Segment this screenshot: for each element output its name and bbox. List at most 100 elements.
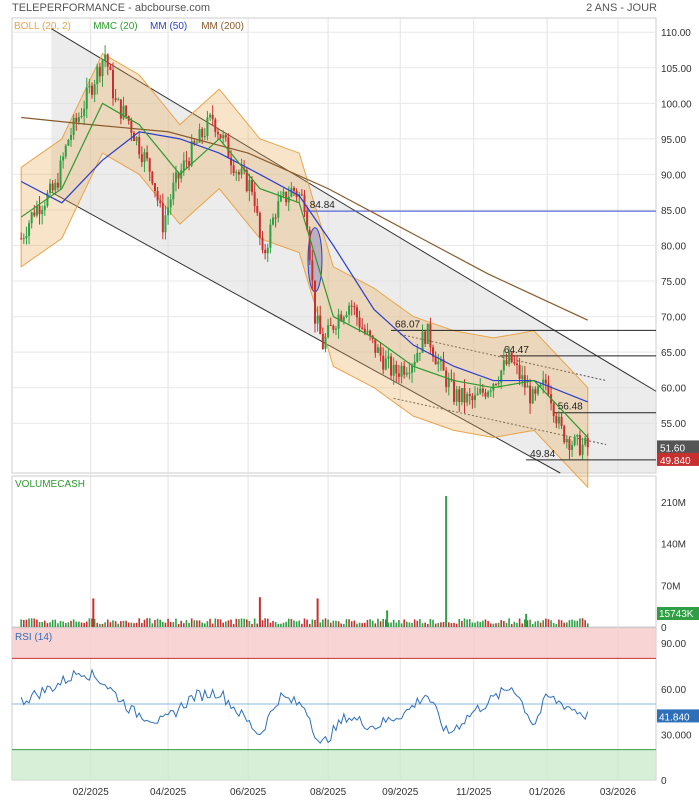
candle-body — [578, 435, 581, 455]
volume-bar — [146, 618, 148, 627]
volume-bar — [164, 622, 167, 627]
candle-body — [261, 237, 264, 250]
candle-body — [279, 195, 282, 202]
volume-bar — [545, 618, 547, 627]
volume-bar — [143, 619, 146, 627]
candle-body — [83, 108, 86, 117]
candle-body — [387, 356, 390, 359]
volume-bar — [576, 620, 579, 627]
volume-bar — [534, 621, 537, 627]
volume-bar — [117, 623, 120, 627]
volume-bar — [125, 620, 127, 627]
candle-body — [311, 260, 314, 281]
candle-body — [479, 388, 482, 394]
volume-bar — [350, 621, 353, 627]
candle-body — [148, 158, 151, 172]
volume-bar — [154, 620, 156, 627]
volume-bar — [322, 619, 324, 627]
volume-bar — [290, 618, 293, 627]
chart-title: TELEPERFORMANCE - abcbourse.com — [12, 2, 211, 14]
candle-body — [432, 347, 435, 357]
volume-bar — [175, 618, 177, 627]
volume-bar — [476, 621, 479, 627]
candle-body — [529, 385, 532, 404]
x-tick-label: 08/2025 — [310, 787, 347, 798]
candle-body — [114, 98, 117, 100]
volume-bar — [463, 618, 466, 627]
volume-bar — [193, 620, 196, 627]
last-close-label: 49.840 — [660, 456, 691, 467]
rsi-tick-label: 0 — [661, 776, 667, 787]
candle-body — [240, 168, 243, 175]
candle-body — [497, 382, 500, 385]
candle-body — [563, 426, 566, 443]
y-tick-label: 95.00 — [661, 135, 686, 146]
candle-body — [463, 388, 466, 403]
volume-bar — [413, 619, 416, 627]
volume-bar — [487, 620, 489, 627]
volume-bar — [568, 620, 571, 627]
candle-body — [77, 117, 80, 122]
x-tick-label: 11/2025 — [456, 787, 492, 798]
volume-bar — [232, 623, 235, 627]
candle-body — [51, 183, 54, 191]
candle-body — [526, 385, 529, 388]
candle-body — [534, 389, 537, 394]
volume-bar — [379, 621, 382, 627]
volume-bar — [450, 623, 453, 627]
volume-bar — [59, 621, 62, 627]
volume-bar — [429, 619, 432, 627]
candle-body — [560, 416, 563, 427]
volume-bar — [434, 623, 437, 627]
volume-bar — [130, 622, 133, 627]
candle-body — [471, 396, 474, 401]
volume-bar — [96, 622, 99, 627]
volume-bar — [190, 618, 193, 627]
volume-bar — [505, 622, 508, 627]
level-label: 64.47 — [504, 345, 529, 356]
candle-body — [460, 388, 463, 403]
volume-bar — [492, 623, 495, 627]
candle-body — [345, 314, 348, 318]
volume-bar — [104, 622, 106, 627]
candle-body — [384, 358, 387, 370]
volume-bar — [25, 619, 28, 627]
candle-body — [201, 129, 204, 137]
candle-body — [508, 352, 511, 365]
candle-body — [70, 135, 73, 140]
candle-body — [555, 416, 558, 424]
candle-body — [340, 314, 343, 322]
volume-bar — [201, 622, 203, 627]
candle-body — [143, 152, 146, 163]
volume-bar — [455, 623, 458, 627]
volume-bar — [500, 620, 503, 627]
candle-body — [392, 364, 395, 376]
volume-bar — [75, 621, 78, 627]
candle-body — [376, 347, 379, 353]
candle-body — [282, 191, 285, 196]
channel-lower-line — [51, 191, 561, 474]
volume-bar — [466, 619, 468, 627]
candle-body — [434, 356, 437, 365]
volume-bar — [293, 620, 295, 627]
volume-bar — [329, 622, 332, 627]
candle-body — [313, 280, 316, 324]
volume-tick-label: 70M — [661, 581, 680, 592]
x-tick-label: 06/2025 — [230, 787, 267, 798]
volume-bar — [426, 623, 429, 627]
volume-bar — [531, 623, 534, 627]
volume-bar — [43, 620, 46, 627]
volume-last-box — [657, 607, 699, 620]
candle-body — [350, 305, 353, 307]
volume-bar — [524, 619, 526, 627]
candle-body — [531, 389, 534, 404]
volume-bar — [442, 621, 445, 627]
candle-body — [264, 249, 267, 254]
candle-body — [445, 370, 448, 388]
volume-bar — [314, 619, 316, 627]
candle-body — [505, 360, 508, 365]
y-tick-label: 70.00 — [661, 313, 686, 324]
volume-bar — [54, 619, 57, 627]
level-label: 49.84 — [530, 449, 555, 460]
volume-bar — [361, 623, 363, 627]
